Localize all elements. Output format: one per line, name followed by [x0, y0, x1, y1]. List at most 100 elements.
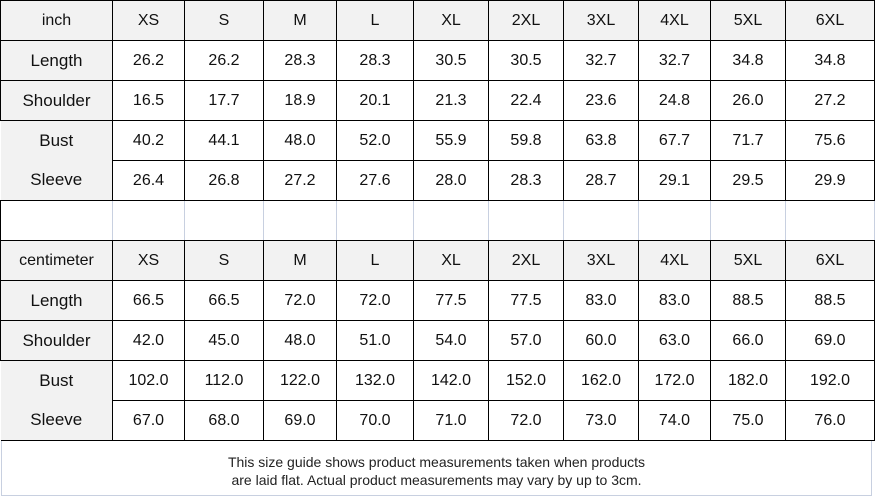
measurement-value: 69.0: [263, 400, 337, 441]
measurement-value: 16.5: [112, 80, 185, 121]
measurement-value: 44.1: [184, 120, 264, 161]
empty-cell: [413, 200, 489, 241]
unit-label: inch: [0, 0, 113, 41]
measurement-value: 30.5: [413, 40, 489, 81]
measurement-value: 27.2: [263, 160, 337, 201]
measurement-value: 32.7: [563, 40, 639, 81]
measurement-label: Length: [0, 280, 113, 321]
size-header: L: [336, 0, 414, 41]
measurement-value: 26.4: [112, 160, 185, 201]
measurement-value: 55.9: [413, 120, 489, 161]
measurement-value: 68.0: [184, 400, 264, 441]
size-header: 2XL: [488, 0, 564, 41]
measurement-value: 59.8: [488, 120, 564, 161]
measurement-value: 77.5: [413, 280, 489, 321]
size-header: 4XL: [638, 0, 711, 41]
measurement-value: 27.6: [336, 160, 414, 201]
measurement-value: 21.3: [413, 80, 489, 121]
measurement-label: Sleeve: [0, 160, 113, 201]
measurement-value: 162.0: [563, 360, 639, 401]
measurement-value: 66.5: [112, 280, 185, 321]
empty-cell: [563, 200, 639, 241]
measurement-value: 48.0: [263, 320, 337, 361]
measurement-value: 45.0: [184, 320, 264, 361]
measurement-value: 17.7: [184, 80, 264, 121]
measurement-value: 112.0: [184, 360, 264, 401]
table-row: Shoulder 16.5 17.7 18.9 20.1 21.3 22.4 23.6 24.8…: [0, 80, 875, 121]
measurement-value: 152.0: [488, 360, 564, 401]
note-line-2: are laid flat. Actual product measuremen…: [231, 472, 642, 488]
measurement-value: 69.0: [785, 320, 875, 361]
measurement-value: 28.0: [413, 160, 489, 201]
measurement-value: 77.5: [488, 280, 564, 321]
measurement-value: 67.7: [638, 120, 711, 161]
measurement-value: 28.3: [336, 40, 414, 81]
measurement-value: 75.6: [785, 120, 875, 161]
size-header: 5XL: [710, 0, 786, 41]
measurement-label: Sleeve: [0, 400, 113, 441]
measurement-value: 23.6: [563, 80, 639, 121]
measurement-value: 22.4: [488, 80, 564, 121]
measurement-label: Bust: [0, 120, 113, 161]
size-table: inch XS S M L XL 2XL 3XL 4XL 5XL 6XL Length 26.2 26.2…: [0, 0, 875, 441]
size-header: M: [263, 240, 337, 281]
measurement-value: 72.0: [488, 400, 564, 441]
measurement-value: 76.0: [785, 400, 875, 441]
size-header: XS: [112, 240, 185, 281]
measurement-label: Bust: [0, 360, 113, 401]
measurement-value: 26.0: [710, 80, 786, 121]
empty-cell: [710, 200, 786, 241]
empty-cell: [0, 200, 113, 241]
size-header: 5XL: [710, 240, 786, 281]
measurement-value: 122.0: [263, 360, 337, 401]
measurement-value: 24.8: [638, 80, 711, 121]
measurement-value: 102.0: [112, 360, 185, 401]
measurement-value: 83.0: [638, 280, 711, 321]
measurement-value: 26.8: [184, 160, 264, 201]
measurement-value: 34.8: [710, 40, 786, 81]
measurement-value: 63.8: [563, 120, 639, 161]
empty-cell: [112, 200, 185, 241]
measurement-value: 66.5: [184, 280, 264, 321]
measurement-value: 72.0: [336, 280, 414, 321]
measurement-label: Shoulder: [0, 80, 113, 121]
measurement-value: 71.7: [710, 120, 786, 161]
table-row: Sleeve 67.0 68.0 69.0 70.0 71.0 72.0 73.0 74.0 75…: [0, 400, 875, 441]
empty-cell: [638, 200, 711, 241]
measurement-value: 42.0: [112, 320, 185, 361]
table-row: Shoulder 42.0 45.0 48.0 51.0 54.0 57.0 60.0 63.0…: [0, 320, 875, 361]
measurement-value: 20.1: [336, 80, 414, 121]
measurement-value: 75.0: [710, 400, 786, 441]
measurement-value: 32.7: [638, 40, 711, 81]
measurement-note: This size guide shows product measuremen…: [1, 441, 872, 496]
measurement-value: 34.8: [785, 40, 875, 81]
measurement-value: 142.0: [413, 360, 489, 401]
table-row: Length 66.5 66.5 72.0 72.0 77.5 77.5 83.0 83.0 88…: [0, 280, 875, 321]
measurement-value: 54.0: [413, 320, 489, 361]
empty-cell: [336, 200, 414, 241]
size-header: 3XL: [563, 0, 639, 41]
measurement-value: 18.9: [263, 80, 337, 121]
table-row: Bust 102.0 112.0 122.0 132.0 142.0 152.0 162.0 1…: [0, 360, 875, 401]
measurement-value: 27.2: [785, 80, 875, 121]
measurement-value: 132.0: [336, 360, 414, 401]
size-header: 4XL: [638, 240, 711, 281]
measurement-value: 172.0: [638, 360, 711, 401]
size-header: 6XL: [785, 240, 875, 281]
measurement-value: 71.0: [413, 400, 489, 441]
size-header: S: [184, 0, 264, 41]
measurement-value: 29.1: [638, 160, 711, 201]
measurement-value: 26.2: [112, 40, 185, 81]
measurement-value: 192.0: [785, 360, 875, 401]
measurement-value: 28.7: [563, 160, 639, 201]
measurement-value: 88.5: [710, 280, 786, 321]
measurement-value: 28.3: [263, 40, 337, 81]
measurement-value: 28.3: [488, 160, 564, 201]
size-header: 6XL: [785, 0, 875, 41]
size-header: XS: [112, 0, 185, 41]
measurement-value: 26.2: [184, 40, 264, 81]
measurement-value: 182.0: [710, 360, 786, 401]
measurement-value: 29.5: [710, 160, 786, 201]
size-header: 2XL: [488, 240, 564, 281]
